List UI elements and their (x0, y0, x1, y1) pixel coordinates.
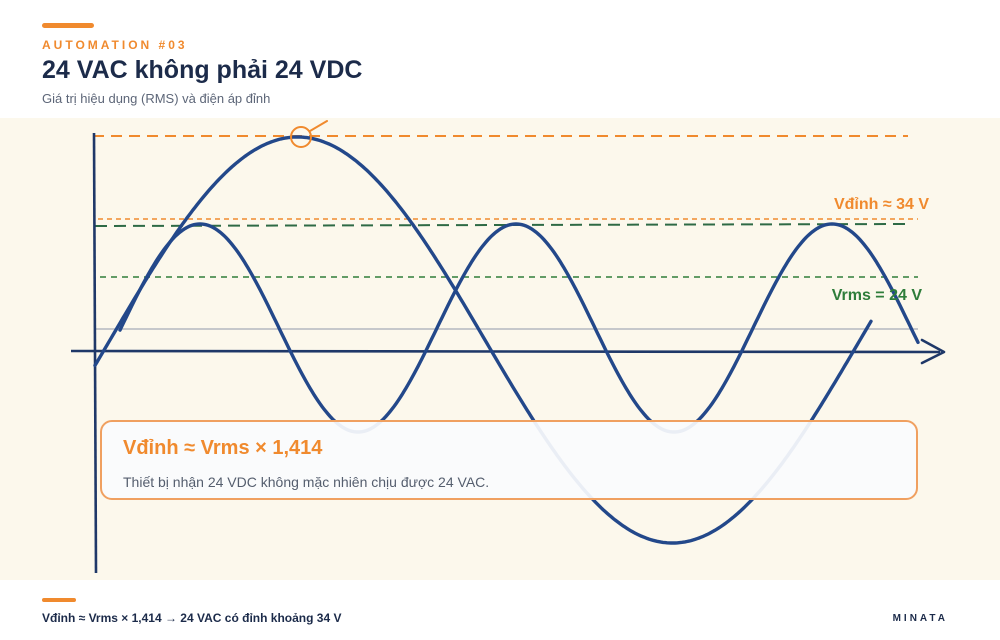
rms-voltage-label: Vrms = 24 V (832, 287, 923, 304)
diagram-background (0, 118, 1000, 580)
peak-marker-circle (290, 126, 312, 148)
small-sine-wave (118, 222, 920, 434)
eyebrow-label: AUTOMATION #03 (42, 38, 188, 52)
peak-voltage-label: Vđỉnh ≈ 34 V (834, 196, 929, 213)
page-subtitle: Giá trị hiệu dụng (RMS) và điện áp đỉnh (42, 91, 271, 106)
footer-formula: Vđỉnh ≈ Vrms × 1,414 → 24 VAC có đỉnh kh… (42, 611, 342, 625)
callout-note: Thiết bị nhận 24 VDC không mặc nhiên chị… (123, 474, 490, 490)
header-accent-bar (42, 23, 94, 28)
page-title: 24 VAC không phải 24 VDC (42, 56, 363, 84)
footer-accent-bar (42, 598, 76, 602)
peak-marker-pointer (309, 120, 328, 132)
callout-formula: Vđỉnh ≈ Vrms × 1,414 (123, 437, 323, 459)
x-axis (70, 349, 941, 354)
formula-callout: Vđỉnh ≈ Vrms × 1,414 Thiết bị nhận 24 VD… (100, 420, 918, 500)
brand-logo-text: MINATA (892, 613, 948, 624)
y-axis (92, 132, 98, 574)
rms-line-upper (94, 223, 911, 227)
x-axis-arrow-icon (920, 338, 946, 365)
large-sine-wave (93, 135, 873, 545)
